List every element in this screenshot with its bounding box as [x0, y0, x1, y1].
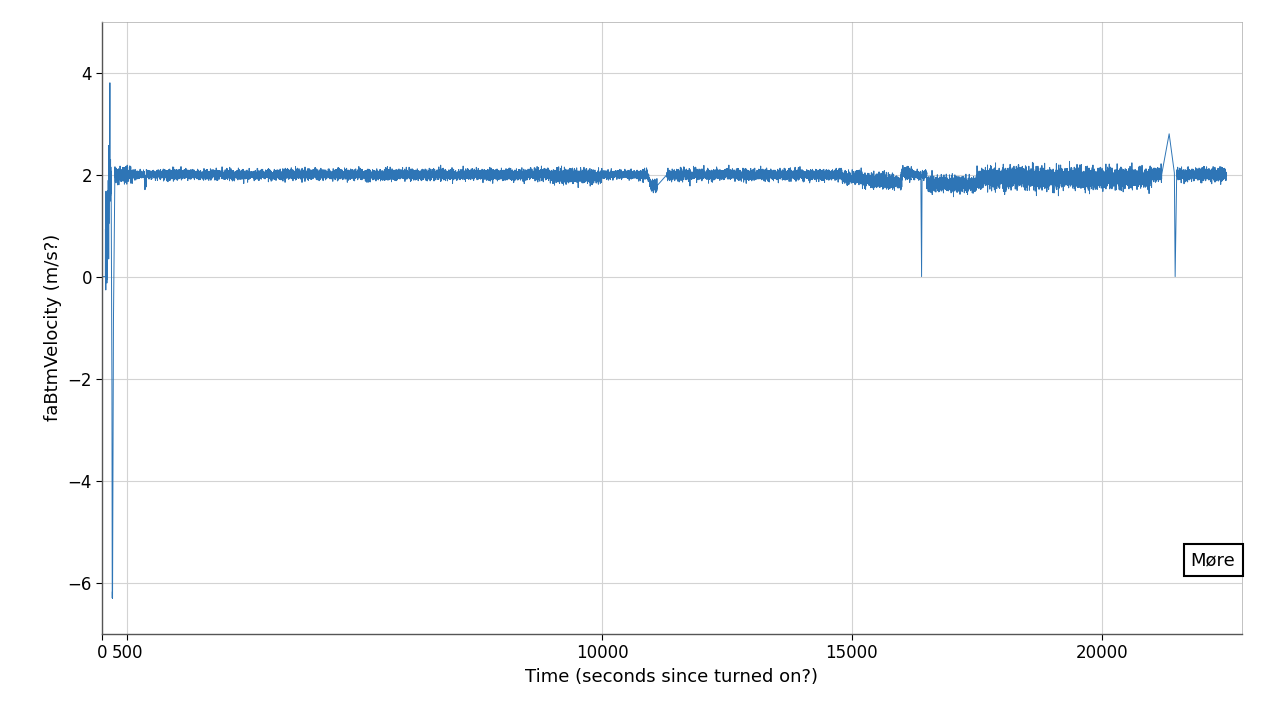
X-axis label: Time (seconds since turned on?): Time (seconds since turned on?) [526, 667, 818, 685]
Y-axis label: faBtmVelocity (m/s?): faBtmVelocity (m/s?) [44, 234, 61, 421]
Text: Møre: Møre [1190, 552, 1235, 569]
